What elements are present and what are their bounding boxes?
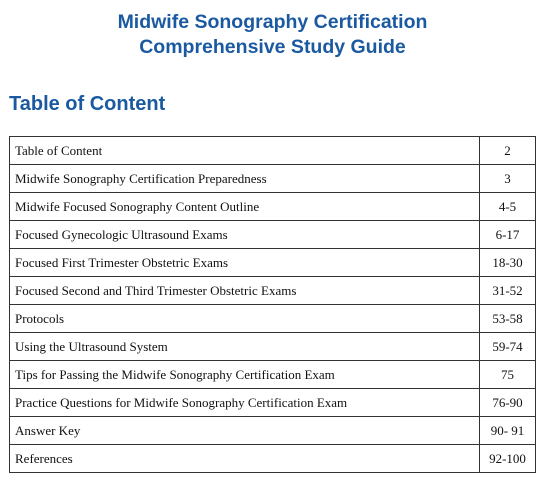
document-title-line-1: Midwife Sonography Certification	[117, 11, 428, 33]
toc-row: Practice Questions for Midwife Sonograph…	[9, 388, 536, 417]
toc-row: Midwife Sonography Certification Prepare…	[9, 164, 536, 193]
toc-entry-title: Midwife Focused Sonography Content Outli…	[9, 192, 480, 221]
toc-entry-pages: 3	[479, 164, 536, 193]
toc-entry-title: Practice Questions for Midwife Sonograph…	[9, 388, 480, 417]
toc-entry-title: References	[9, 444, 480, 473]
toc-row: Focused Second and Third Trimester Obste…	[9, 276, 536, 305]
toc-row: Table of Content 2	[9, 136, 536, 165]
toc-row: Tips for Passing the Midwife Sonography …	[9, 360, 536, 389]
toc-row: Answer Key 90- 91	[9, 416, 536, 445]
document-title-line-2: Comprehensive Study Guide	[139, 36, 406, 58]
toc-row: Protocols 53-58	[9, 304, 536, 333]
toc-entry-pages: 59-74	[479, 332, 536, 361]
toc-entry-pages: 92-100	[479, 444, 536, 473]
toc-entry-pages: 2	[479, 136, 536, 165]
toc-entry-title: Table of Content	[9, 136, 480, 165]
toc-row: Focused First Trimester Obstetric Exams …	[9, 248, 536, 277]
toc-entry-pages: 6-17	[479, 220, 536, 249]
toc-entry-pages: 18-30	[479, 248, 536, 277]
toc-table: Table of Content 2 Midwife Sonography Ce…	[9, 136, 536, 473]
toc-row: Midwife Focused Sonography Content Outli…	[9, 192, 536, 221]
toc-entry-title: Focused First Trimester Obstetric Exams	[9, 248, 480, 277]
toc-row: Using the Ultrasound System 59-74	[9, 332, 536, 361]
toc-row: References 92-100	[9, 444, 536, 473]
toc-entry-title: Focused Second and Third Trimester Obste…	[9, 276, 480, 305]
toc-entry-title: Midwife Sonography Certification Prepare…	[9, 164, 480, 193]
toc-entry-title: Answer Key	[9, 416, 480, 445]
document-title: Midwife Sonography Certification Compreh…	[0, 10, 545, 60]
toc-entry-pages: 75	[479, 360, 536, 389]
toc-entry-title: Using the Ultrasound System	[9, 332, 480, 361]
toc-entry-title: Protocols	[9, 304, 480, 333]
toc-entry-pages: 90- 91	[479, 416, 536, 445]
toc-entry-title: Focused Gynecologic Ultrasound Exams	[9, 220, 480, 249]
toc-entry-pages: 76-90	[479, 388, 536, 417]
toc-heading: Table of Content	[9, 93, 166, 115]
toc-row: Focused Gynecologic Ultrasound Exams 6-1…	[9, 220, 536, 249]
toc-entry-pages: 53-58	[479, 304, 536, 333]
toc-entry-pages: 31-52	[479, 276, 536, 305]
toc-entry-pages: 4-5	[479, 192, 536, 221]
toc-entry-title: Tips for Passing the Midwife Sonography …	[9, 360, 480, 389]
